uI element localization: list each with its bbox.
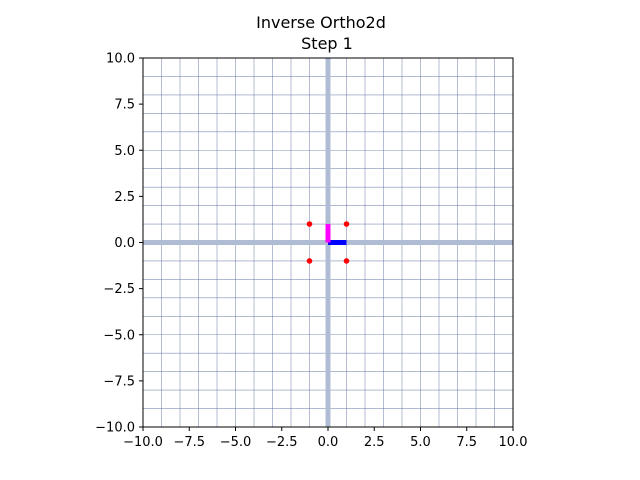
data-point bbox=[306, 221, 313, 227]
x-tick-label: 7.5 bbox=[456, 435, 477, 450]
y-tick-label: 2.5 bbox=[114, 190, 135, 205]
chart-title: Inverse Ortho2d bbox=[256, 13, 386, 32]
plot-area bbox=[142, 57, 514, 428]
basis-vectors bbox=[325, 224, 347, 245]
y-tick-label: −2.5 bbox=[103, 282, 135, 297]
y-tick-label: 10.0 bbox=[106, 52, 135, 67]
x-tick-label: 2.5 bbox=[364, 435, 385, 450]
y-tick-label: −5.0 bbox=[103, 328, 135, 343]
y-tick-label: −7.5 bbox=[103, 374, 135, 389]
y-axis-ticks: −10.0 −7.5 −5.0 −2.5 0.0 2.5 5.0 7.5 10.0 bbox=[95, 52, 143, 436]
data-point bbox=[343, 221, 350, 227]
points bbox=[306, 221, 350, 264]
x-tick-label: −2.5 bbox=[266, 435, 298, 450]
data-point bbox=[306, 258, 313, 264]
y-tick-label: 7.5 bbox=[114, 98, 135, 113]
x-tick-label: 0.0 bbox=[318, 435, 339, 450]
chart-subtitle: Step 1 bbox=[301, 34, 353, 53]
x-axis-ticks: −10.0 −7.5 −5.0 −2.5 0.0 2.5 5.0 7.5 10.0 bbox=[123, 427, 527, 450]
y-tick-label: 0.0 bbox=[114, 236, 135, 251]
x-tick-label: −5.0 bbox=[220, 435, 252, 450]
data-point bbox=[343, 258, 350, 264]
x-tick-label: 10.0 bbox=[499, 435, 528, 450]
y-tick-label: −10.0 bbox=[95, 421, 135, 436]
x-tick-label: 5.0 bbox=[410, 435, 431, 450]
y-tick-label: 5.0 bbox=[114, 144, 135, 159]
x-tick-label: −10.0 bbox=[123, 435, 163, 450]
x-tick-label: −7.5 bbox=[173, 435, 205, 450]
